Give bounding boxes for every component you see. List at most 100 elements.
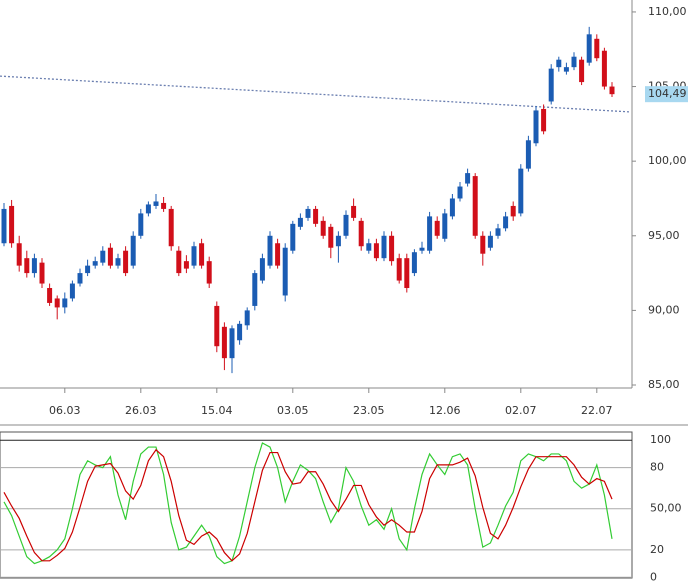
candle-body: [77, 273, 83, 284]
x-tick-label: 26.03: [125, 404, 157, 417]
candle-body: [465, 173, 471, 184]
candle-body: [601, 50, 607, 87]
candle-body: [229, 328, 235, 359]
candle-body: [419, 247, 425, 251]
last-price-box: [645, 86, 688, 103]
candle-body: [518, 168, 524, 214]
y-tick-label: 100,00: [648, 154, 687, 167]
candle-body: [366, 243, 372, 251]
candle-body: [343, 214, 349, 236]
last-price-label: 104,49: [648, 87, 687, 100]
candle-body: [100, 250, 106, 263]
candle-body: [472, 176, 478, 236]
candle-body: [130, 235, 136, 266]
candle-body: [487, 235, 493, 248]
candle-body: [335, 235, 341, 247]
x-tick-label: 22.07: [581, 404, 613, 417]
candle-body: [503, 216, 509, 229]
candle-body: [69, 283, 75, 299]
candle-body: [168, 208, 174, 247]
y-tick-label: 110,00: [648, 5, 687, 18]
candle-body: [305, 208, 311, 218]
candle-body: [16, 243, 22, 266]
candle-body: [358, 220, 364, 247]
candle-body: [123, 250, 129, 274]
x-tick-label: 15.04: [201, 404, 233, 417]
candle-body: [548, 68, 554, 102]
y-tick-label: 50,00: [650, 502, 682, 515]
candle-body: [404, 258, 410, 289]
candle-body: [373, 243, 379, 259]
y-tick-label: 95,00: [648, 229, 680, 242]
candle-body: [206, 261, 212, 284]
candle-body: [252, 273, 258, 306]
candle-body: [176, 250, 182, 274]
candle-body: [389, 235, 395, 262]
candle-body: [138, 213, 144, 236]
candle-body: [47, 288, 53, 303]
candle-body: [107, 247, 113, 266]
candle-body: [62, 298, 68, 308]
candle-body: [495, 228, 501, 236]
x-tick-label: 02.07: [505, 404, 537, 417]
candle-body: [267, 235, 273, 266]
y-tick-label: 0: [650, 570, 657, 582]
candle-body: [275, 243, 281, 266]
y-tick-label: 85,00: [648, 378, 680, 391]
y-tick-label: 80: [650, 461, 664, 474]
candle-body: [594, 38, 600, 59]
candle-body: [39, 262, 45, 284]
candle-body: [313, 208, 319, 224]
candle-body: [145, 204, 151, 214]
candle-body: [183, 261, 189, 269]
candle-body: [434, 220, 440, 236]
y-tick-label: 100: [650, 433, 671, 446]
candle-body: [191, 246, 197, 266]
candle-body: [457, 186, 463, 199]
candle-body: [290, 223, 296, 251]
candle-body: [297, 217, 303, 227]
candle-body: [427, 216, 433, 251]
y-tick-label: 90,00: [648, 303, 680, 316]
candle-body: [525, 140, 531, 169]
candle-body: [442, 213, 448, 239]
candle-body: [54, 298, 60, 308]
candle-body: [556, 59, 562, 68]
trendline: [0, 75, 631, 113]
candle-body: [328, 226, 334, 248]
candle-body: [24, 258, 30, 274]
candle-body: [510, 205, 516, 217]
x-tick-label: 23.05: [353, 404, 385, 417]
candle-body: [396, 258, 402, 281]
candle-body: [221, 326, 227, 359]
candle-body: [381, 235, 387, 259]
candle-body: [259, 258, 265, 281]
candle-body: [586, 34, 592, 63]
oscillator-panel: [0, 431, 633, 579]
candle-body: [9, 205, 15, 244]
candle-body: [1, 208, 7, 244]
candle-body: [214, 305, 220, 347]
candle-body: [31, 258, 37, 274]
y-tick-label: 20: [650, 543, 664, 556]
x-tick-label: 12.06: [429, 404, 461, 417]
candle-body: [563, 67, 569, 72]
candle-body: [449, 198, 455, 217]
candle-body: [153, 201, 159, 206]
candle-body: [480, 235, 486, 254]
candle-body: [411, 252, 417, 274]
candle-body: [320, 220, 326, 236]
candle-body: [237, 323, 243, 341]
candle-body: [541, 108, 547, 132]
candle-body: [571, 56, 577, 68]
candle-body: [92, 261, 98, 266]
candle-body: [115, 258, 121, 266]
oscillator-line: [3, 448, 613, 562]
candle-body: [161, 202, 167, 209]
x-tick-label: 06.03: [49, 404, 81, 417]
candle-body: [282, 247, 288, 296]
candle-body: [609, 86, 615, 95]
